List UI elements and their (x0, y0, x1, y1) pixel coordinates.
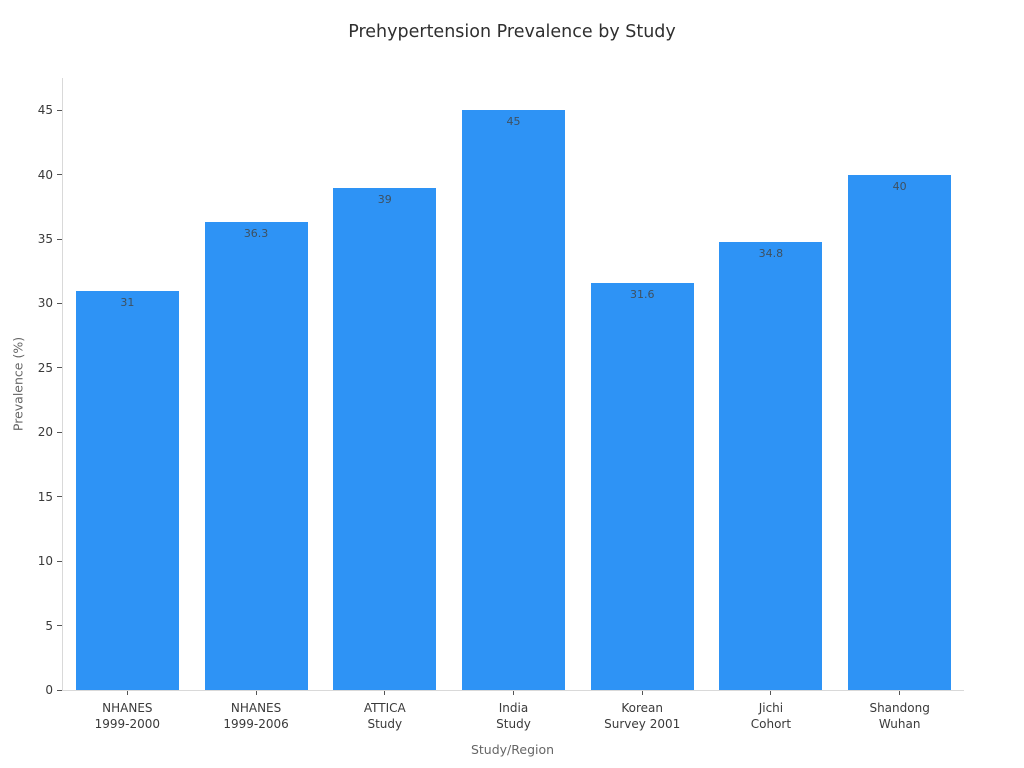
y-tick (57, 367, 62, 369)
x-tick (255, 691, 257, 695)
bar-value-label: 40 (892, 179, 907, 193)
chart-title: Prehypertension Prevalence by Study (348, 22, 676, 42)
bar-value-label: 36.3 (243, 227, 269, 241)
x-tick-label: ATTICA Study (363, 701, 406, 731)
y-tick (57, 109, 62, 111)
y-tick-label: 35 (37, 232, 53, 247)
x-tick-label: NHANES 1999-2006 (223, 701, 289, 731)
y-axis-title: Prevalence (%) (10, 336, 26, 432)
y-tick-label: 0 (45, 683, 53, 697)
bar-value-label: 45 (506, 115, 521, 129)
bar: 39 (333, 187, 437, 690)
plot-area: 0 5 10 15 20 25 30 35 40 45 31 NHANES 1999-2000 36.3… (38, 78, 964, 731)
bar-value-label: 39 (377, 192, 392, 206)
bar: 31 (75, 290, 179, 690)
bar: 36.3 (204, 222, 308, 690)
x-tick (770, 691, 772, 695)
bar: 40 (848, 174, 952, 690)
bar-value-label: 31.6 (629, 287, 655, 301)
bar: 45 (462, 110, 565, 690)
bar: 31.6 (590, 282, 694, 690)
x-tick-label: Shandong Wuhan (869, 701, 930, 731)
y-tick (57, 625, 62, 627)
bar-value-label: 34.8 (758, 246, 784, 260)
y-tick (57, 431, 62, 433)
y-tick (57, 174, 62, 176)
y-tick-label: 45 (37, 103, 53, 118)
y-tick-label: 20 (37, 425, 53, 440)
y-tick-label: 10 (37, 554, 53, 569)
x-axis-title: Study/Region (470, 742, 555, 757)
x-tick (126, 691, 128, 695)
y-tick (57, 560, 62, 562)
x-tick-label: Jichi Cohort (750, 701, 792, 731)
y-tick-label: 30 (37, 296, 53, 311)
y-tick (57, 238, 62, 240)
y-tick (57, 689, 62, 691)
x-tick-label: Korean Survey 2001 (604, 701, 681, 731)
y-tick-label: 15 (37, 489, 53, 504)
bar: 34.8 (719, 241, 823, 690)
y-tick (57, 302, 62, 304)
x-tick (641, 691, 643, 695)
bar-value-label: 31 (120, 295, 135, 309)
y-tick (57, 496, 62, 498)
x-tick-label: NHANES 1999-2000 (94, 701, 161, 731)
y-tick-label: 25 (37, 360, 53, 375)
y-tick-label: 5 (45, 618, 53, 633)
x-tick (899, 691, 901, 695)
x-tick (513, 691, 514, 695)
x-tick-label: India Study (496, 701, 531, 731)
x-tick (384, 691, 386, 695)
y-tick-label: 40 (37, 167, 53, 182)
